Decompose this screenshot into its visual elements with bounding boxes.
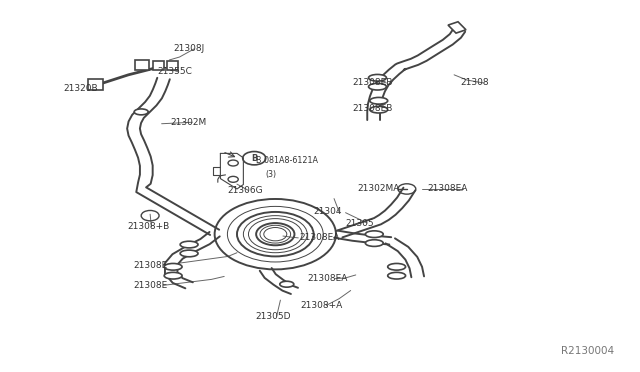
Ellipse shape	[370, 97, 388, 104]
Text: 21302MA: 21302MA	[357, 185, 399, 193]
Bar	[152, 61, 164, 70]
Text: R2130004: R2130004	[561, 346, 614, 356]
Text: (3): (3)	[266, 170, 277, 179]
Ellipse shape	[365, 231, 383, 237]
Text: 21308EA: 21308EA	[307, 274, 348, 283]
Text: 21308EA: 21308EA	[300, 233, 340, 243]
Ellipse shape	[369, 74, 387, 81]
Text: 21308+A: 21308+A	[301, 301, 343, 310]
Text: 21308EB: 21308EB	[352, 104, 392, 113]
Bar	[448, 22, 466, 33]
Ellipse shape	[280, 281, 294, 287]
Ellipse shape	[164, 263, 182, 270]
Text: 21308+B: 21308+B	[127, 222, 170, 231]
Ellipse shape	[180, 250, 198, 257]
Ellipse shape	[180, 241, 198, 248]
Text: B 081A8-6121A: B 081A8-6121A	[256, 155, 318, 164]
Text: 21306G: 21306G	[227, 186, 263, 195]
Text: 21355C: 21355C	[157, 67, 192, 76]
Bar	[88, 78, 103, 90]
Ellipse shape	[134, 109, 148, 115]
Bar	[136, 60, 150, 70]
Text: 21308J: 21308J	[173, 44, 204, 53]
Text: 21308EB: 21308EB	[352, 78, 392, 87]
Text: 21302M: 21302M	[170, 118, 206, 127]
Ellipse shape	[388, 263, 406, 270]
Text: 21305: 21305	[346, 219, 374, 228]
Ellipse shape	[388, 272, 406, 279]
Text: 21305D: 21305D	[255, 312, 291, 321]
Text: 21308: 21308	[461, 78, 489, 87]
Ellipse shape	[365, 240, 383, 246]
Bar	[167, 61, 179, 70]
Text: 21308E: 21308E	[134, 261, 168, 270]
Ellipse shape	[369, 83, 387, 90]
Text: 21320B: 21320B	[63, 84, 98, 93]
Ellipse shape	[370, 106, 388, 113]
Ellipse shape	[164, 272, 182, 279]
Text: 21304: 21304	[314, 208, 342, 217]
Text: 21308E: 21308E	[134, 281, 168, 290]
Text: 21308EA: 21308EA	[428, 185, 468, 193]
Text: B: B	[251, 154, 257, 163]
